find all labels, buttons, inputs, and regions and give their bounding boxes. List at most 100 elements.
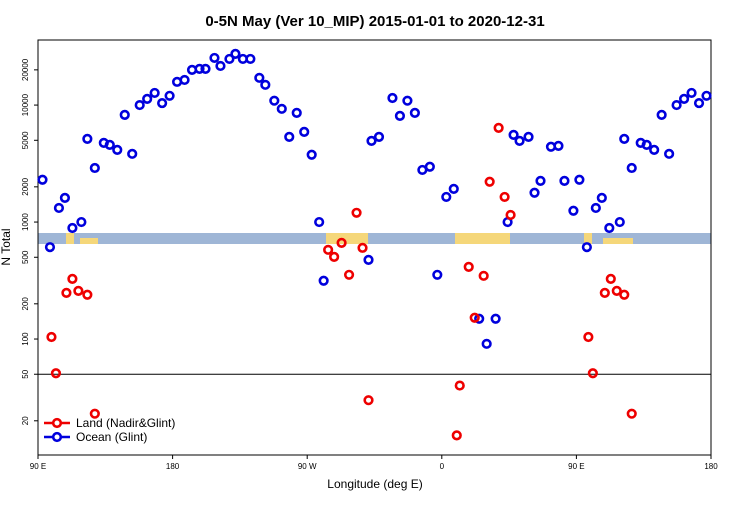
land-strip bbox=[66, 233, 74, 244]
point bbox=[605, 273, 616, 284]
point bbox=[179, 74, 190, 86]
point bbox=[142, 93, 153, 104]
point bbox=[373, 131, 385, 142]
point bbox=[448, 183, 459, 195]
land-strip bbox=[326, 233, 368, 244]
point bbox=[276, 103, 287, 114]
point bbox=[50, 368, 62, 379]
y-tick-label: 1000 bbox=[21, 213, 30, 231]
point bbox=[626, 408, 637, 419]
point bbox=[590, 202, 601, 214]
point bbox=[89, 162, 100, 174]
point bbox=[574, 174, 585, 185]
point bbox=[568, 205, 579, 216]
point bbox=[363, 254, 374, 265]
point bbox=[493, 122, 504, 134]
point bbox=[134, 99, 145, 111]
point bbox=[73, 285, 84, 296]
point bbox=[53, 202, 65, 214]
point bbox=[619, 133, 630, 144]
point bbox=[119, 109, 130, 121]
y-tick-label: 500 bbox=[21, 250, 30, 264]
point bbox=[200, 63, 211, 74]
point bbox=[671, 99, 682, 111]
point bbox=[481, 338, 492, 349]
point bbox=[599, 287, 610, 298]
legend-marker bbox=[51, 417, 63, 429]
point bbox=[260, 79, 271, 90]
point bbox=[581, 242, 592, 253]
point bbox=[424, 161, 435, 172]
x-axis-label: Longitude (deg E) bbox=[327, 477, 422, 491]
point bbox=[626, 162, 637, 174]
point bbox=[701, 90, 712, 101]
point bbox=[641, 139, 652, 150]
point bbox=[583, 331, 594, 343]
point bbox=[37, 174, 48, 185]
point bbox=[508, 129, 519, 140]
point bbox=[490, 313, 501, 324]
point bbox=[664, 148, 675, 159]
point bbox=[343, 269, 355, 280]
point bbox=[89, 408, 100, 419]
chart-title: 0-5N May (Ver 10_MIP) 2015-01-01 to 2020… bbox=[205, 13, 544, 30]
point bbox=[318, 275, 329, 286]
point bbox=[505, 209, 516, 221]
point bbox=[127, 148, 138, 159]
point bbox=[363, 395, 374, 406]
point bbox=[514, 135, 525, 147]
point bbox=[269, 95, 280, 106]
point bbox=[387, 92, 398, 104]
legend-label: Land (Nadir&Glint) bbox=[76, 416, 175, 430]
point bbox=[484, 176, 495, 187]
point bbox=[394, 110, 406, 121]
point bbox=[76, 216, 87, 228]
point bbox=[284, 131, 295, 142]
point bbox=[529, 187, 540, 198]
point bbox=[67, 222, 78, 234]
point bbox=[329, 251, 340, 262]
point bbox=[245, 53, 256, 65]
point bbox=[164, 90, 175, 101]
point bbox=[693, 97, 705, 109]
point bbox=[291, 107, 302, 118]
point bbox=[194, 63, 205, 74]
land-strip bbox=[455, 233, 510, 244]
point bbox=[553, 140, 564, 151]
point bbox=[587, 368, 598, 379]
ocean-strip bbox=[38, 233, 711, 244]
point bbox=[351, 207, 362, 218]
point bbox=[61, 287, 72, 298]
land-strip bbox=[603, 238, 633, 244]
point bbox=[649, 144, 660, 155]
y-tick-label: 50 bbox=[21, 369, 30, 378]
point bbox=[157, 97, 168, 109]
point bbox=[59, 192, 71, 203]
point bbox=[46, 331, 57, 343]
point bbox=[499, 191, 510, 203]
point bbox=[104, 139, 115, 150]
point bbox=[224, 53, 235, 65]
point bbox=[432, 269, 443, 280]
y-tick-label: 5000 bbox=[21, 131, 30, 149]
point bbox=[611, 285, 622, 296]
point bbox=[44, 242, 56, 253]
land-strip bbox=[80, 238, 98, 244]
point bbox=[306, 149, 317, 160]
point bbox=[409, 107, 420, 118]
point bbox=[478, 270, 489, 281]
point bbox=[614, 216, 625, 228]
legend: Land (Nadir&Glint)Ocean (Glint) bbox=[44, 416, 175, 444]
y-axis-label: N Total bbox=[0, 228, 13, 265]
legend-label: Ocean (Glint) bbox=[76, 430, 147, 444]
point bbox=[67, 273, 78, 284]
y-tick-label: 10000 bbox=[21, 93, 30, 116]
point bbox=[469, 312, 480, 323]
point bbox=[254, 72, 265, 83]
point bbox=[209, 52, 220, 64]
point bbox=[535, 175, 546, 186]
point bbox=[366, 135, 377, 147]
x-tick-label: 90 E bbox=[568, 462, 584, 471]
